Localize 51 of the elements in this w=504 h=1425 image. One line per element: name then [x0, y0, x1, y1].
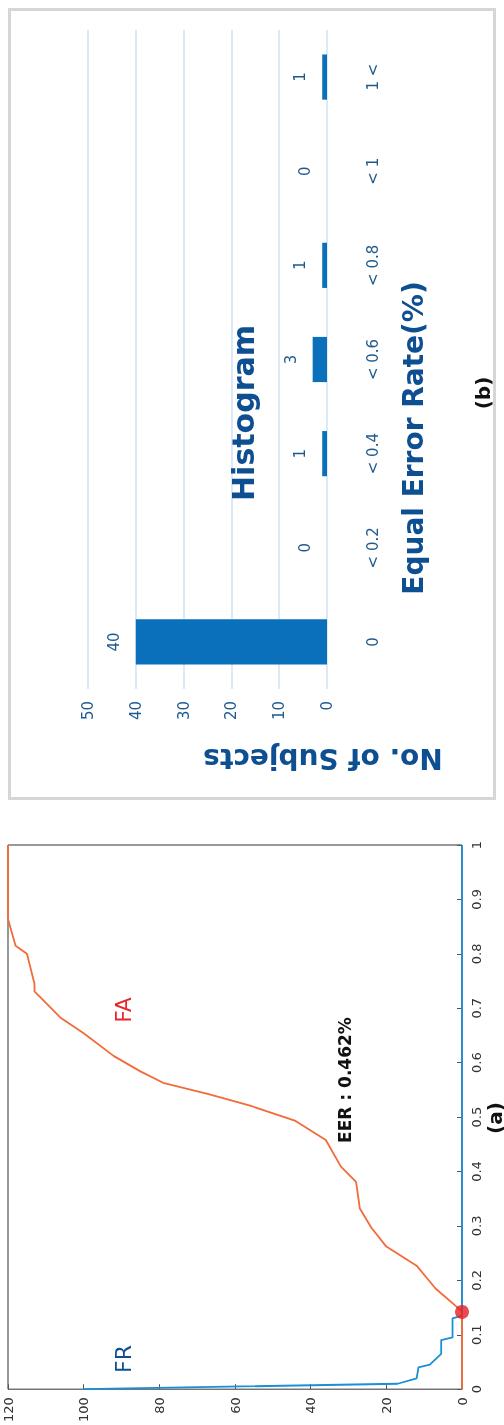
x-tick-label: 20	[222, 701, 241, 721]
y-tick-label: 0.9	[469, 889, 484, 910]
x-tick-label: 20	[378, 1397, 394, 1414]
x-tick-label: 0	[454, 1397, 470, 1406]
y-tick-label: 0.2	[469, 1270, 484, 1291]
bar	[312, 336, 327, 383]
y-tick-label: 1 <	[363, 63, 382, 91]
text: FA	[110, 997, 136, 1023]
data-label: 40	[104, 632, 123, 652]
y-tick-label: 1	[469, 840, 484, 850]
data-label: 3	[281, 354, 300, 365]
y-tick-label: 0.1	[469, 1324, 484, 1346]
bar	[322, 54, 327, 100]
x-tick-label: 10	[270, 701, 289, 721]
x-tick-label: 120	[0, 1397, 16, 1423]
y-tick-label: 0	[469, 1385, 484, 1394]
y-tick-label: 0.6	[469, 1052, 484, 1074]
text: FR	[110, 1345, 136, 1373]
x-tick-label: 50	[79, 701, 97, 721]
y-tick-label: 0.4	[469, 1161, 484, 1182]
data-label: 0	[296, 543, 314, 553]
text: Histogram	[225, 325, 261, 501]
y-tick-label: < 0.4	[363, 433, 382, 475]
y-tick-label: 0	[363, 637, 382, 647]
annotation: EER : 0.462%	[335, 1017, 355, 1143]
y-tick-label: 0.3	[469, 1215, 484, 1237]
y-tick-label: < 0.8	[363, 244, 382, 286]
x-axis-title: No. of Subjects	[203, 741, 443, 775]
data-label: 1	[291, 448, 310, 459]
y-tick-label: 0.8	[469, 943, 484, 965]
y-axis-title: Equal Error Rate(%)	[396, 281, 430, 595]
x-tick-label: 30	[174, 701, 193, 721]
y-tick-label: < 0.6	[363, 338, 382, 381]
data-label: 1	[291, 260, 310, 271]
y-tick-label: 0.5	[469, 1106, 484, 1128]
x-tick-label: 60	[227, 1397, 243, 1414]
text: (b)	[471, 376, 495, 410]
text: (a)	[483, 1102, 504, 1134]
data-label: 1	[291, 72, 310, 82]
bar	[322, 242, 327, 288]
x-tick-label: 40	[303, 1397, 319, 1414]
x-tick-label: 100	[76, 1397, 92, 1423]
bar	[135, 619, 327, 665]
x-tick-label: 40	[126, 701, 145, 721]
bar	[322, 431, 327, 477]
y-tick-label: 0.7	[469, 997, 484, 1019]
x-tick-label: 0	[318, 701, 336, 711]
y-tick-label: < 0.2	[363, 527, 382, 569]
x-tick-label: 80	[151, 1397, 167, 1414]
y-tick-label: < 1	[363, 157, 382, 185]
data-label: 0	[296, 166, 314, 176]
